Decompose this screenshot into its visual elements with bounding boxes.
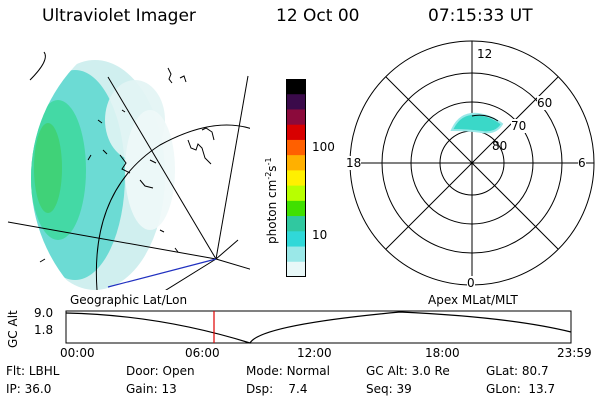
status-ip: IP: 36.0 (6, 382, 51, 396)
mlat-label-70: 70 (511, 119, 527, 133)
status-glon: GLon: 13.7 (486, 382, 555, 396)
door-value: Open (162, 364, 195, 378)
status-door: Door: Open (126, 364, 195, 378)
seq-value: 39 (396, 382, 412, 396)
colorbar (286, 79, 306, 278)
door-label: Door: (126, 364, 159, 378)
ip-value: 36.0 (24, 382, 52, 396)
status-glat: GLat: 80.7 (486, 364, 549, 378)
colorbar-stripe (286, 124, 306, 141)
auroral-oval (450, 112, 504, 134)
glon-value: 13.7 (528, 382, 556, 396)
mode-label: Mode: (246, 364, 283, 378)
colorbar-gradient (286, 79, 306, 278)
mlt-label-18: 18 (346, 156, 362, 170)
mode-value: Normal (286, 364, 330, 378)
polar-mlat-mlt-plot (349, 40, 595, 286)
timeline-xtick-0600: 06:00 (185, 346, 220, 360)
geographic-grid (7, 51, 250, 290)
flt-value: LBHL (28, 364, 60, 378)
colorbar-stripe (286, 261, 306, 278)
status-gain: Gain: 13 (126, 382, 177, 396)
status-gc-alt: GC Alt: 3.0 Re (366, 364, 450, 378)
mlat-label-80: 80 (492, 139, 508, 153)
status-seq: Seq: 39 (366, 382, 412, 396)
colorbar-stripe (286, 246, 306, 263)
dsp-value: 7.4 (288, 382, 308, 396)
colorbar-stripe (286, 79, 306, 95)
app-title: Ultraviolet Imager (42, 6, 196, 26)
dsp-label: Dsp: (246, 382, 274, 396)
geographic-caption: Geographic Lat/Lon (70, 293, 188, 307)
ip-label: IP: (6, 382, 21, 396)
gain-label: Gain: (126, 382, 158, 396)
colorbar-stripe (286, 94, 306, 110)
altitude-timeline-plot (65, 310, 572, 344)
uv-intensity-image (31, 40, 250, 290)
geographic-image-panel (7, 40, 250, 290)
apex-caption: Apex MLat/MLT (428, 293, 518, 307)
glon-label: GLon: (486, 382, 521, 396)
mlat-label-60: 60 (537, 96, 553, 110)
altitude-curve (65, 311, 572, 344)
date-label: 12 Oct 00 (276, 6, 360, 26)
timeline-ytick-low: 1.8 (34, 323, 54, 337)
colorbar-tick-10: 10 (312, 228, 328, 242)
seq-label: Seq: (366, 382, 393, 396)
colorbar-stripe (286, 155, 306, 171)
timeline-xtick-1200: 12:00 (297, 346, 332, 360)
flt-label: Flt: (6, 364, 25, 378)
timeline-xtick-0000: 00:00 (60, 346, 95, 360)
status-mode: Mode: Normal (246, 364, 330, 378)
colorbar-stripe (286, 231, 306, 248)
timeline-ytick-high: 9.0 (34, 306, 54, 320)
timeline-xtick-1800: 18:00 (425, 346, 460, 360)
gcalt-value: 3.0 Re (411, 364, 450, 378)
colorbar-tick-100: 100 (312, 140, 335, 154)
glat-label: GLat: (486, 364, 519, 378)
colorbar-unit-label: photon cm-2s-1 (264, 157, 279, 244)
time-label: 07:15:33 UT (428, 6, 533, 26)
colorbar-stripe (286, 139, 306, 156)
status-flt: Flt: LBHL (6, 364, 59, 378)
gain-value: 13 (161, 382, 177, 396)
colorbar-stripe (286, 109, 306, 126)
timeline-ylabel: GC Alt (6, 310, 20, 348)
glat-value: 80.7 (521, 364, 549, 378)
terminator-line (107, 258, 217, 288)
mlt-label-6: 6 (578, 156, 586, 170)
mlt-label-0: 0 (467, 276, 475, 290)
timeline-xtick-2359: 23:59 (557, 346, 592, 360)
gcalt-label: GC Alt: (366, 364, 408, 378)
colorbar-stripe (286, 216, 306, 232)
status-dsp: Dsp: 7.4 (246, 382, 308, 396)
mlt-label-12: 12 (477, 47, 493, 61)
colorbar-stripe (286, 170, 306, 187)
coastlines (39, 67, 215, 263)
colorbar-border (286, 79, 306, 277)
colorbar-stripe (286, 200, 306, 217)
colorbar-stripe (286, 185, 306, 202)
